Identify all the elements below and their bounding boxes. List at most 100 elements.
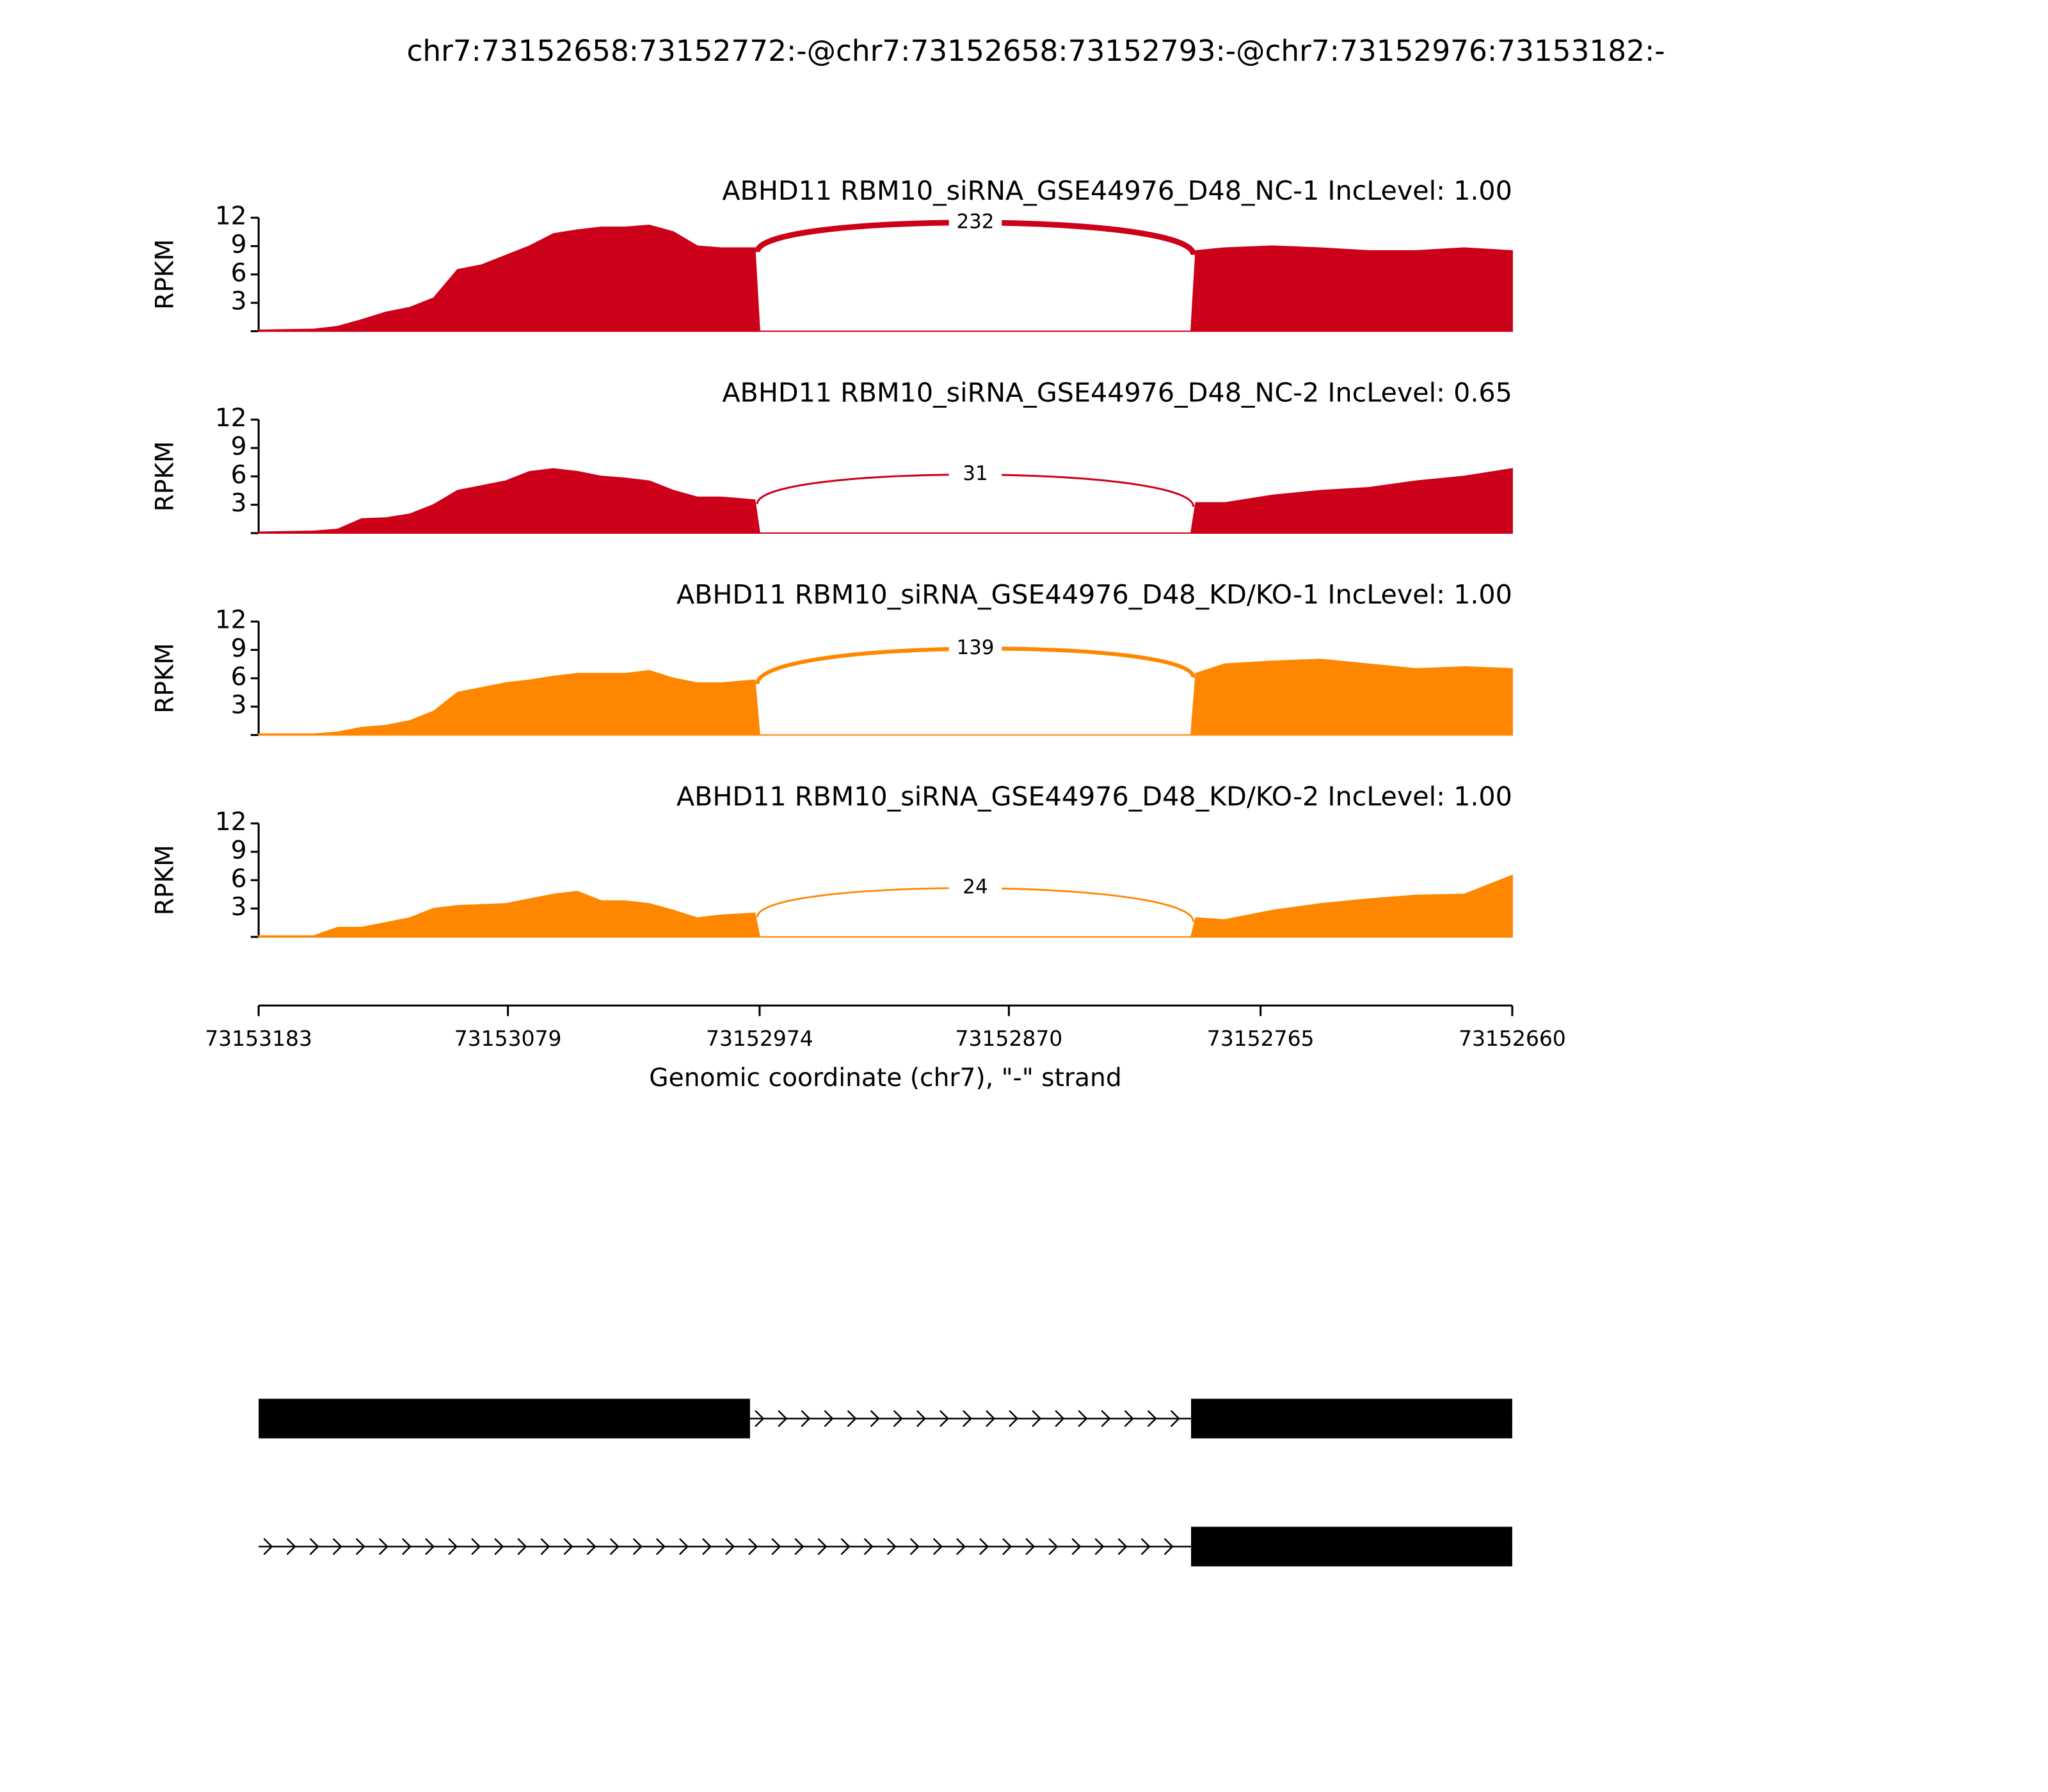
y-tick-label: 9 [231, 433, 247, 461]
strand-arrow [1002, 1538, 1012, 1555]
y-tick-label: 9 [231, 634, 247, 663]
junction-label: 232 [956, 210, 994, 233]
junction-label-bg [948, 636, 1002, 661]
strand-arrow [824, 1410, 834, 1427]
y-tick-label: 6 [231, 259, 247, 287]
strand-arrow [1071, 1538, 1082, 1555]
strand-arrow [725, 1538, 735, 1555]
y-axis-label: RPKM [150, 441, 179, 511]
x-tick-label: 73152765 [1207, 1026, 1315, 1051]
strand-arrow [332, 1538, 342, 1555]
y-tick-label: 3 [231, 691, 247, 720]
x-tick-label: 73152974 [706, 1026, 813, 1051]
strand-arrow [963, 1410, 973, 1427]
strand-arrow [1164, 1538, 1174, 1555]
panel-title: ABHD11 RBM10_siRNA_GSE44976_D48_NC-2 Inc… [722, 377, 1512, 408]
strand-arrow [263, 1538, 273, 1555]
strand-arrow [840, 1538, 851, 1555]
strand-arrow [517, 1538, 527, 1555]
strand-arrow [956, 1538, 966, 1555]
strand-arrow [448, 1538, 458, 1555]
junction-label-bg [948, 463, 1002, 487]
strand-arrow [1094, 1538, 1105, 1555]
strand-arrow [817, 1538, 828, 1555]
strand-arrow [1140, 1538, 1151, 1555]
strand-arrow [1009, 1410, 1019, 1427]
y-tick-label: 12 [215, 606, 247, 635]
coverage-area [258, 874, 1513, 938]
strand-arrow [655, 1538, 666, 1555]
strand-arrow [563, 1538, 573, 1555]
junction-label: 24 [963, 876, 988, 899]
strand-arrow [401, 1538, 412, 1555]
strand-arrow [986, 1410, 996, 1427]
junction-label: 31 [963, 462, 988, 485]
y-tick-label: 3 [231, 287, 247, 316]
panel-title: ABHD11 RBM10_siRNA_GSE44976_D48_KD/KO-2 … [676, 781, 1512, 812]
y-tick-label: 12 [215, 202, 247, 231]
strand-arrow [932, 1538, 943, 1555]
strand-arrow [1048, 1538, 1059, 1555]
x-tick-label: 73152870 [955, 1026, 1062, 1051]
y-tick-label: 3 [231, 489, 247, 518]
strand-arrow [755, 1410, 765, 1427]
strand-arrow [801, 1410, 811, 1427]
strand-arrow [309, 1538, 319, 1555]
strand-arrow [979, 1538, 989, 1555]
strand-arrow [471, 1538, 481, 1555]
strand-arrow [939, 1410, 949, 1427]
strand-arrow [1117, 1538, 1128, 1555]
x-axis-label: Genomic coordinate (chr7), "-" strand [649, 1064, 1121, 1092]
strand-arrow [1055, 1410, 1065, 1427]
strand-arrow [1170, 1410, 1180, 1427]
strand-arrow [1078, 1410, 1088, 1427]
strand-arrow [540, 1538, 550, 1555]
strand-arrow [893, 1410, 903, 1427]
y-tick-label: 6 [231, 865, 247, 893]
strand-arrow [1032, 1410, 1042, 1427]
strand-arrow [886, 1538, 897, 1555]
coverage-area [258, 468, 1513, 534]
junction-label-bg [948, 211, 1002, 235]
strand-arrow [916, 1410, 926, 1427]
strand-arrow [586, 1538, 596, 1555]
strand-arrow [909, 1538, 920, 1555]
y-axis-label: RPKM [150, 643, 179, 714]
exon [259, 1398, 750, 1439]
x-tick-label: 73152660 [1459, 1026, 1566, 1051]
strand-arrow [1147, 1410, 1157, 1427]
y-axis-label: RPKM [150, 845, 179, 915]
strand-arrow [778, 1410, 788, 1427]
panel-title: ABHD11 RBM10_siRNA_GSE44976_D48_NC-1 Inc… [722, 175, 1512, 206]
strand-arrow [609, 1538, 620, 1555]
exon [1191, 1526, 1512, 1567]
y-tick-label: 9 [231, 230, 247, 259]
strand-arrow [794, 1538, 804, 1555]
strand-arrow [632, 1538, 643, 1555]
strand-arrow [378, 1538, 388, 1555]
strand-arrow [1025, 1538, 1036, 1555]
strand-arrow [771, 1538, 781, 1555]
panel-title: ABHD11 RBM10_siRNA_GSE44976_D48_KD/KO-1 … [676, 579, 1512, 610]
strand-arrow [1124, 1410, 1134, 1427]
coverage-area [258, 224, 1513, 332]
strand-arrow [863, 1538, 874, 1555]
y-tick-label: 6 [231, 461, 247, 490]
strand-arrow [425, 1538, 435, 1555]
y-tick-label: 12 [215, 404, 247, 433]
chart-title: chr7:73152658:73152772:-@chr7:73152658:7… [406, 34, 1665, 68]
strand-arrow [870, 1410, 880, 1427]
strand-arrow [494, 1538, 504, 1555]
strand-arrow [702, 1538, 712, 1555]
coverage-area [258, 659, 1513, 736]
junction-label: 139 [956, 636, 994, 659]
strand-arrow [1101, 1410, 1111, 1427]
y-axis-label: RPKM [150, 239, 179, 310]
strand-arrow [355, 1538, 365, 1555]
y-tick-label: 3 [231, 893, 247, 922]
strand-arrow [847, 1410, 857, 1427]
y-tick-label: 9 [231, 836, 247, 865]
junction-label-bg [948, 876, 1002, 900]
